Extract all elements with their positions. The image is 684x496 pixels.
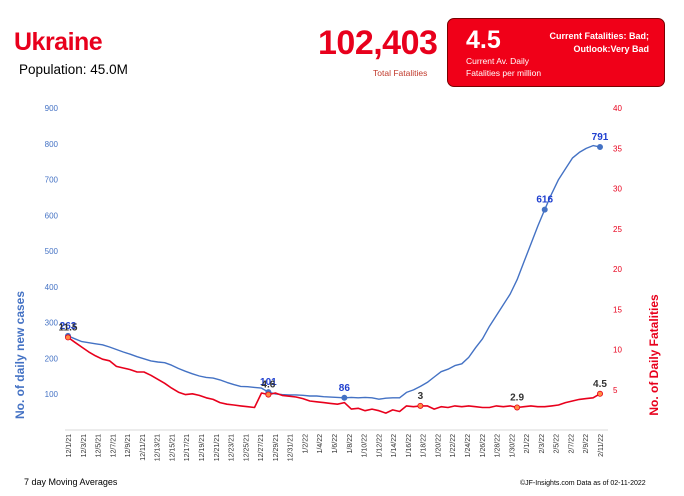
x-tick-label-32: 2/3/22 — [539, 434, 546, 454]
annotation-label-0: 263 — [60, 321, 77, 332]
fatalities-info-box: 4.5 Current Av. Daily Fatalities per mil… — [447, 18, 665, 87]
x-tick-label-30: 1/30/22 — [509, 434, 516, 457]
x-tick-label-27: 1/24/22 — [465, 434, 472, 457]
annotation-label-9: 4.5 — [593, 379, 607, 390]
right-tick-label-3: 20 — [613, 265, 622, 274]
annotation-marker-9 — [597, 390, 604, 397]
x-tick-label-12: 12/25/21 — [243, 434, 250, 461]
x-tick-label-16: 1/2/22 — [302, 434, 309, 454]
right-tick-label-5: 30 — [613, 185, 622, 194]
annotation-marker-4 — [597, 143, 604, 150]
population-label: Population: 45.0M — [19, 62, 128, 77]
x-tick-label-8: 12/17/21 — [184, 434, 191, 461]
right-tick-label-4: 25 — [613, 225, 622, 234]
left-tick-label-0: 100 — [45, 390, 59, 399]
x-tick-label-24: 1/18/22 — [421, 434, 428, 457]
y-axis-label-right: No. of Daily Fatalities — [647, 294, 661, 416]
x-tick-label-4: 12/9/21 — [125, 434, 132, 457]
daily-fatality-rate: 4.5 — [466, 26, 501, 54]
status-current: Current Fatalities: Bad; — [549, 31, 649, 41]
x-tick-label-5: 12/11/21 — [140, 434, 147, 461]
right-axis-ticks: 5 10 15 20 25 30 35 40 — [613, 104, 622, 395]
annotation-label-5: 11.5 — [59, 322, 78, 333]
right-tick-label-0: 5 — [613, 386, 618, 395]
annotation-label-2: 86 — [339, 383, 351, 394]
x-tick-label-7: 12/15/21 — [169, 434, 176, 461]
x-tick-label-31: 2/1/22 — [524, 434, 531, 454]
x-tick-label-35: 2/9/22 — [583, 434, 590, 454]
left-tick-label-3: 400 — [45, 283, 59, 292]
x-tick-label-3: 12/7/21 — [110, 434, 117, 457]
x-tick-label-28: 1/26/22 — [480, 434, 487, 457]
x-tick-label-36: 2/11/22 — [598, 434, 605, 457]
x-tick-label-2: 12/5/21 — [96, 434, 103, 457]
annotation-marker-6 — [265, 391, 272, 398]
annotation-marker-2 — [341, 394, 348, 401]
x-tick-label-19: 1/8/22 — [347, 434, 354, 454]
x-tick-label-20: 1/10/22 — [362, 434, 369, 457]
right-tick-label-7: 40 — [613, 104, 622, 113]
x-tick-label-9: 12/19/21 — [199, 434, 206, 461]
annotation-label-8: 2.9 — [510, 392, 524, 403]
country-title: Ukraine — [14, 28, 103, 56]
left-axis-ticks: 100 200 300 400 500 600 700 800 900 — [45, 104, 59, 399]
x-tick-label-23: 1/16/22 — [406, 434, 413, 457]
left-tick-label-7: 800 — [45, 140, 59, 149]
left-tick-label-1: 200 — [45, 354, 59, 363]
x-tick-label-14: 12/29/21 — [273, 434, 280, 461]
x-tick-label-25: 1/20/22 — [435, 434, 442, 457]
x-tick-label-21: 1/12/22 — [376, 434, 383, 457]
status-outlook: Outlook:Very Bad — [573, 44, 649, 54]
x-tick-label-34: 2/7/22 — [568, 434, 575, 454]
annotation-label-4: 791 — [592, 132, 609, 143]
x-tick-label-18: 1/6/22 — [332, 434, 339, 454]
annotation-marker-8 — [514, 404, 521, 411]
x-axis-ticks: 12/1/21 12/3/21 12/5/21 12/7/21 12/9/21 12/11… — [66, 434, 605, 461]
annotation-layer: 263 101 86 616 791 11.5 4.6 3 2.9 4.5 — [59, 132, 609, 411]
total-fatalities-label: Total Fatalities — [373, 68, 428, 78]
left-tick-label-2: 300 — [45, 319, 59, 328]
x-tick-label-22: 1/14/22 — [391, 434, 398, 457]
annotation-label-6: 4.6 — [261, 380, 275, 391]
annotation-label-7: 3 — [418, 391, 424, 402]
left-tick-label-8: 900 — [45, 104, 59, 113]
left-tick-label-5: 600 — [45, 211, 59, 220]
x-tick-label-13: 12/27/21 — [258, 434, 265, 461]
x-tick-label-11: 12/23/21 — [229, 434, 236, 461]
x-tick-label-15: 12/31/21 — [288, 434, 295, 461]
annotation-label-3: 616 — [536, 195, 553, 206]
fatalities-line — [67, 336, 601, 414]
series-layer — [67, 144, 601, 414]
y-axis-label-left: No. of daily new cases — [13, 291, 27, 419]
annotation-label-1: 101 — [260, 377, 277, 388]
left-tick-label-6: 700 — [45, 176, 59, 185]
x-tick-label-6: 12/13/21 — [155, 434, 162, 461]
x-tick-label-26: 1/22/22 — [450, 434, 457, 457]
x-tick-label-29: 1/28/22 — [495, 434, 502, 457]
rate-label-line2: Fatalities per million — [466, 68, 542, 78]
x-tick-label-17: 1/4/22 — [317, 434, 324, 454]
footer-source-note: ©JF-Insights.com Data as of 02-11-2022 — [520, 480, 646, 487]
total-fatalities-value: 102,403 — [318, 24, 438, 62]
x-tick-label-0: 12/1/21 — [66, 434, 73, 457]
x-tick-label-1: 12/3/21 — [81, 434, 88, 457]
right-tick-label-6: 35 — [613, 144, 622, 153]
x-tick-label-10: 12/21/21 — [214, 434, 221, 461]
rate-label-line1: Current Av. Daily — [466, 56, 529, 66]
footer-moving-average-note: 7 day Moving Averages — [24, 477, 118, 487]
right-tick-label-2: 15 — [613, 305, 622, 314]
annotation-marker-7 — [417, 402, 424, 409]
x-tick-label-33: 2/5/22 — [554, 434, 561, 454]
cases-line — [67, 144, 601, 400]
left-tick-label-4: 500 — [45, 247, 59, 256]
annotation-marker-5 — [65, 334, 72, 341]
right-tick-label-1: 10 — [613, 346, 622, 355]
annotation-marker-3 — [541, 206, 548, 213]
